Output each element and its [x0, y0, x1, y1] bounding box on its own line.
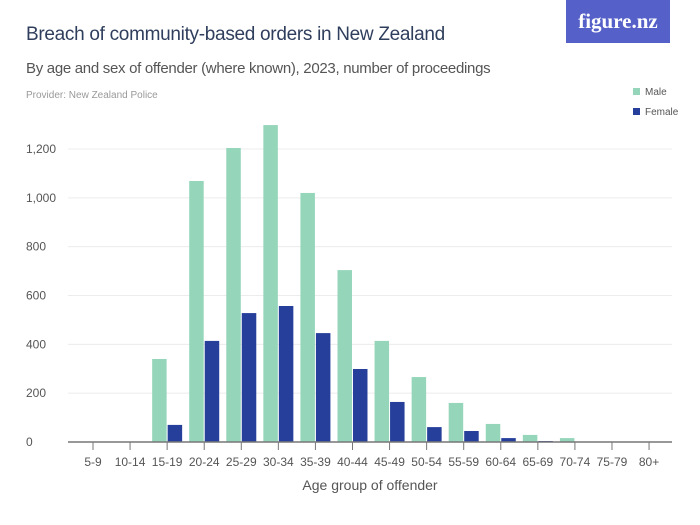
- x-tick-label: 25-29: [226, 455, 257, 469]
- x-tick-label: 30-34: [263, 455, 294, 469]
- bar-female-15-19: [167, 424, 183, 442]
- bar-male-55-59: [448, 402, 464, 442]
- x-tick-label: 35-39: [300, 455, 331, 469]
- x-tick-label: 75-79: [597, 455, 628, 469]
- bar-male-40-44: [337, 270, 352, 442]
- legend-label-female: Female: [645, 107, 679, 118]
- bar-female-55-59: [464, 431, 479, 442]
- x-tick-label: 55-59: [448, 455, 479, 469]
- y-tick-label: 1,200: [26, 142, 56, 156]
- y-tick-label: 400: [26, 337, 46, 351]
- bar-female-20-24: [204, 340, 220, 442]
- x-tick-label: 60-64: [485, 455, 516, 469]
- y-tick-label: 0: [26, 435, 33, 449]
- provider-note: Provider: New Zealand Police: [26, 90, 158, 101]
- bar-male-30-34: [263, 125, 278, 443]
- x-tick-label: 10-14: [115, 455, 146, 469]
- bar-male-65-69: [522, 434, 538, 442]
- bar-male-15-19: [152, 358, 167, 442]
- chart-subtitle: By age and sex of offender (where known)…: [26, 60, 491, 77]
- x-tick-label: 20-24: [189, 455, 220, 469]
- x-tick-label: 70-74: [560, 455, 591, 469]
- bar-male-70-74: [559, 438, 575, 442]
- bar-female-30-34: [278, 305, 294, 442]
- y-tick-label: 600: [26, 289, 46, 303]
- bar-male-20-24: [189, 180, 204, 442]
- bar-male-45-49: [374, 340, 390, 442]
- chart-title: Breach of community-based orders in New …: [26, 24, 445, 45]
- bar-female-40-44: [352, 368, 368, 442]
- legend-swatch-male: [633, 88, 640, 95]
- x-axis-label: Age group of offender: [302, 477, 438, 493]
- bar-female-45-49: [390, 401, 405, 442]
- bar-male-50-54: [411, 377, 427, 442]
- figure-nz-logo[interactable]: figure.nz: [566, 0, 670, 43]
- bar-female-50-54: [427, 427, 442, 442]
- bar-female-35-39: [315, 333, 331, 442]
- legend-swatch-female: [633, 108, 640, 115]
- x-tick-label: 50-54: [411, 455, 442, 469]
- bar-male-25-29: [226, 148, 241, 443]
- bar-female-25-29: [241, 313, 257, 442]
- y-tick-label: 200: [26, 386, 46, 400]
- x-tick-label: 80+: [639, 455, 659, 469]
- y-tick-label: 1,000: [26, 191, 56, 205]
- x-tick-label: 45-49: [374, 455, 405, 469]
- bar-female-60-64: [501, 438, 516, 442]
- x-tick-label: 40-44: [337, 455, 368, 469]
- legend-label-male: Male: [645, 87, 667, 98]
- y-tick-label: 800: [26, 240, 46, 254]
- x-tick-label: 5-9: [84, 455, 102, 469]
- bar-male-35-39: [300, 192, 315, 442]
- x-tick-label: 15-19: [152, 455, 183, 469]
- bar-male-60-64: [485, 423, 501, 442]
- x-tick-label: 65-69: [522, 455, 553, 469]
